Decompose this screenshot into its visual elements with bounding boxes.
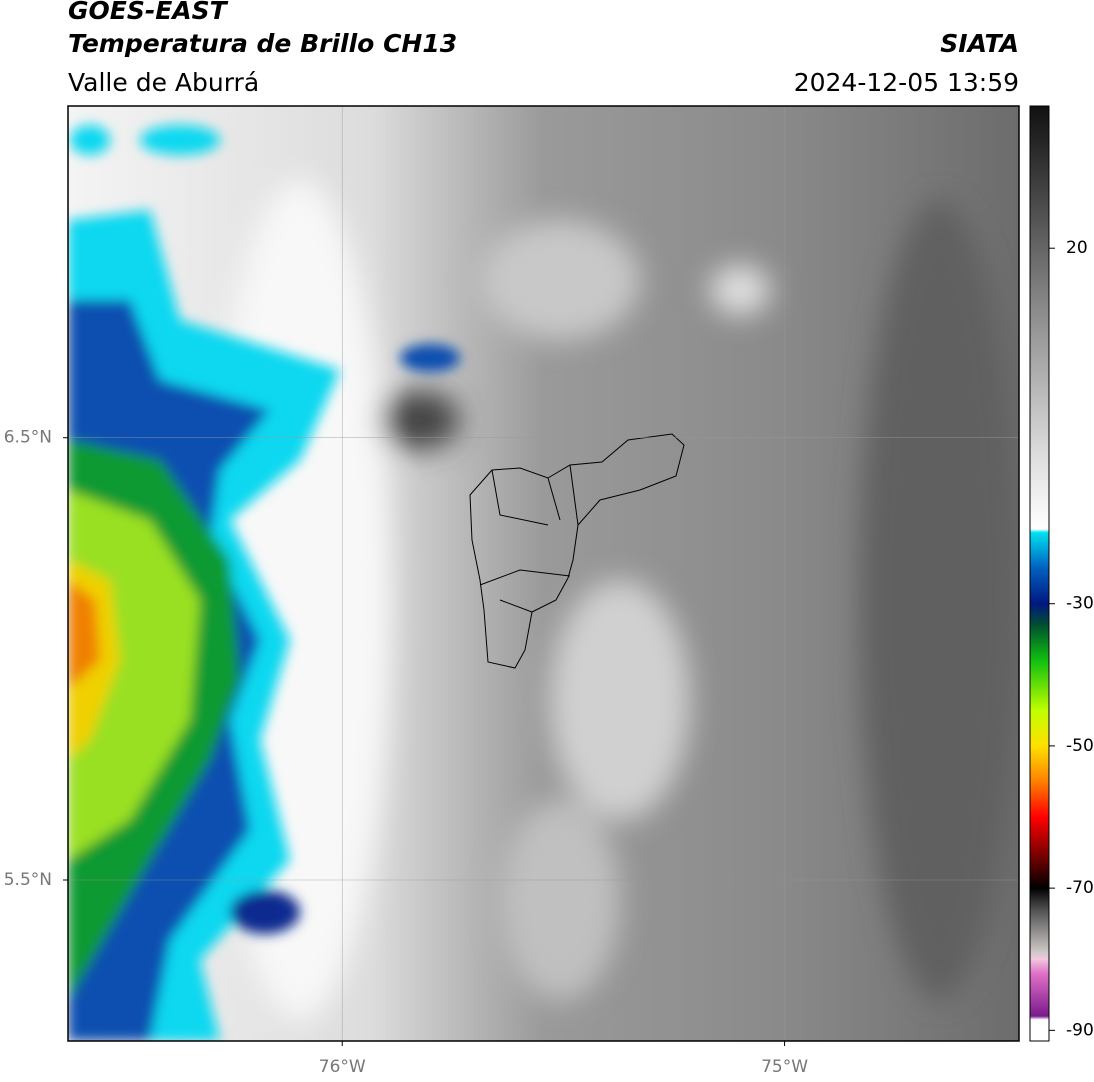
colorbar-tick-label: 20 [1066,238,1088,258]
colorbar [1029,105,1050,1042]
y-tick-label: 6.5°N [4,428,52,448]
colorbar-tick-label: -50 [1066,736,1094,756]
datetime: 2024-12-05 13:59 [794,68,1019,97]
valley-outline [469,433,685,669]
y-tick-label: 5.5°N [4,870,52,890]
colorbar-tick-label: -70 [1066,878,1094,898]
title: GOES-EAST [68,0,229,25]
region: Valle de Aburrá [68,68,259,97]
source: SIATA [940,29,1019,58]
x-tick-label: 75°W [761,1057,808,1077]
x-tick-label: 76°W [319,1057,366,1077]
map-frame [67,105,1020,1042]
satellite-image [68,106,1019,1041]
colorbar-tick-label: -30 [1066,594,1094,614]
colorbar-tick-label: -90 [1066,1020,1094,1040]
subtitle: Temperatura de Brillo CH13 [68,29,457,58]
